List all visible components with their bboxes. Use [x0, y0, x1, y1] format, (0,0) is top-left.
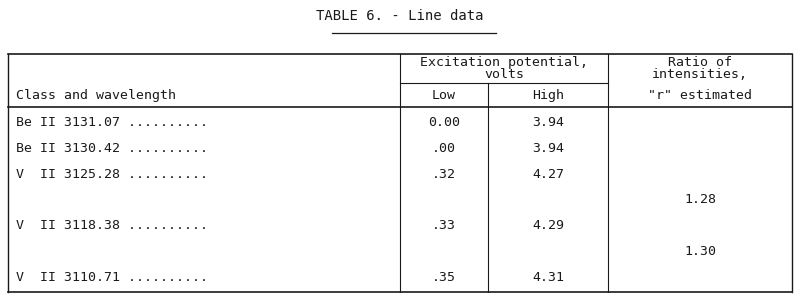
Text: volts: volts	[484, 68, 524, 81]
Text: V  II 3125.28 ..........: V II 3125.28 ..........	[16, 167, 208, 181]
Text: Ratio of: Ratio of	[668, 56, 732, 69]
Text: .35: .35	[432, 271, 456, 284]
Text: "r" estimated: "r" estimated	[648, 89, 752, 102]
Text: Class and wavelength: Class and wavelength	[16, 89, 176, 102]
Text: Be II 3131.07 ..........: Be II 3131.07 ..........	[16, 116, 208, 129]
Text: 4.31: 4.31	[532, 271, 564, 284]
Text: TABLE 6. - Line data: TABLE 6. - Line data	[316, 10, 484, 23]
Text: V  II 3110.71 ..........: V II 3110.71 ..........	[16, 271, 208, 284]
Text: 4.29: 4.29	[532, 219, 564, 232]
Text: V  II 3118.38 ..........: V II 3118.38 ..........	[16, 219, 208, 232]
Text: .00: .00	[432, 142, 456, 155]
Text: intensities,: intensities,	[652, 68, 748, 81]
Text: Excitation potential,: Excitation potential,	[420, 56, 588, 69]
Text: 1.28: 1.28	[684, 193, 716, 207]
Text: 3.94: 3.94	[532, 142, 564, 155]
Text: 4.27: 4.27	[532, 167, 564, 181]
Text: .33: .33	[432, 219, 456, 232]
Text: Low: Low	[432, 89, 456, 102]
Text: 1.30: 1.30	[684, 245, 716, 258]
Text: 3.94: 3.94	[532, 116, 564, 129]
Text: High: High	[532, 89, 564, 102]
Text: Be II 3130.42 ..........: Be II 3130.42 ..........	[16, 142, 208, 155]
Text: 0.00: 0.00	[428, 116, 460, 129]
Text: .32: .32	[432, 167, 456, 181]
